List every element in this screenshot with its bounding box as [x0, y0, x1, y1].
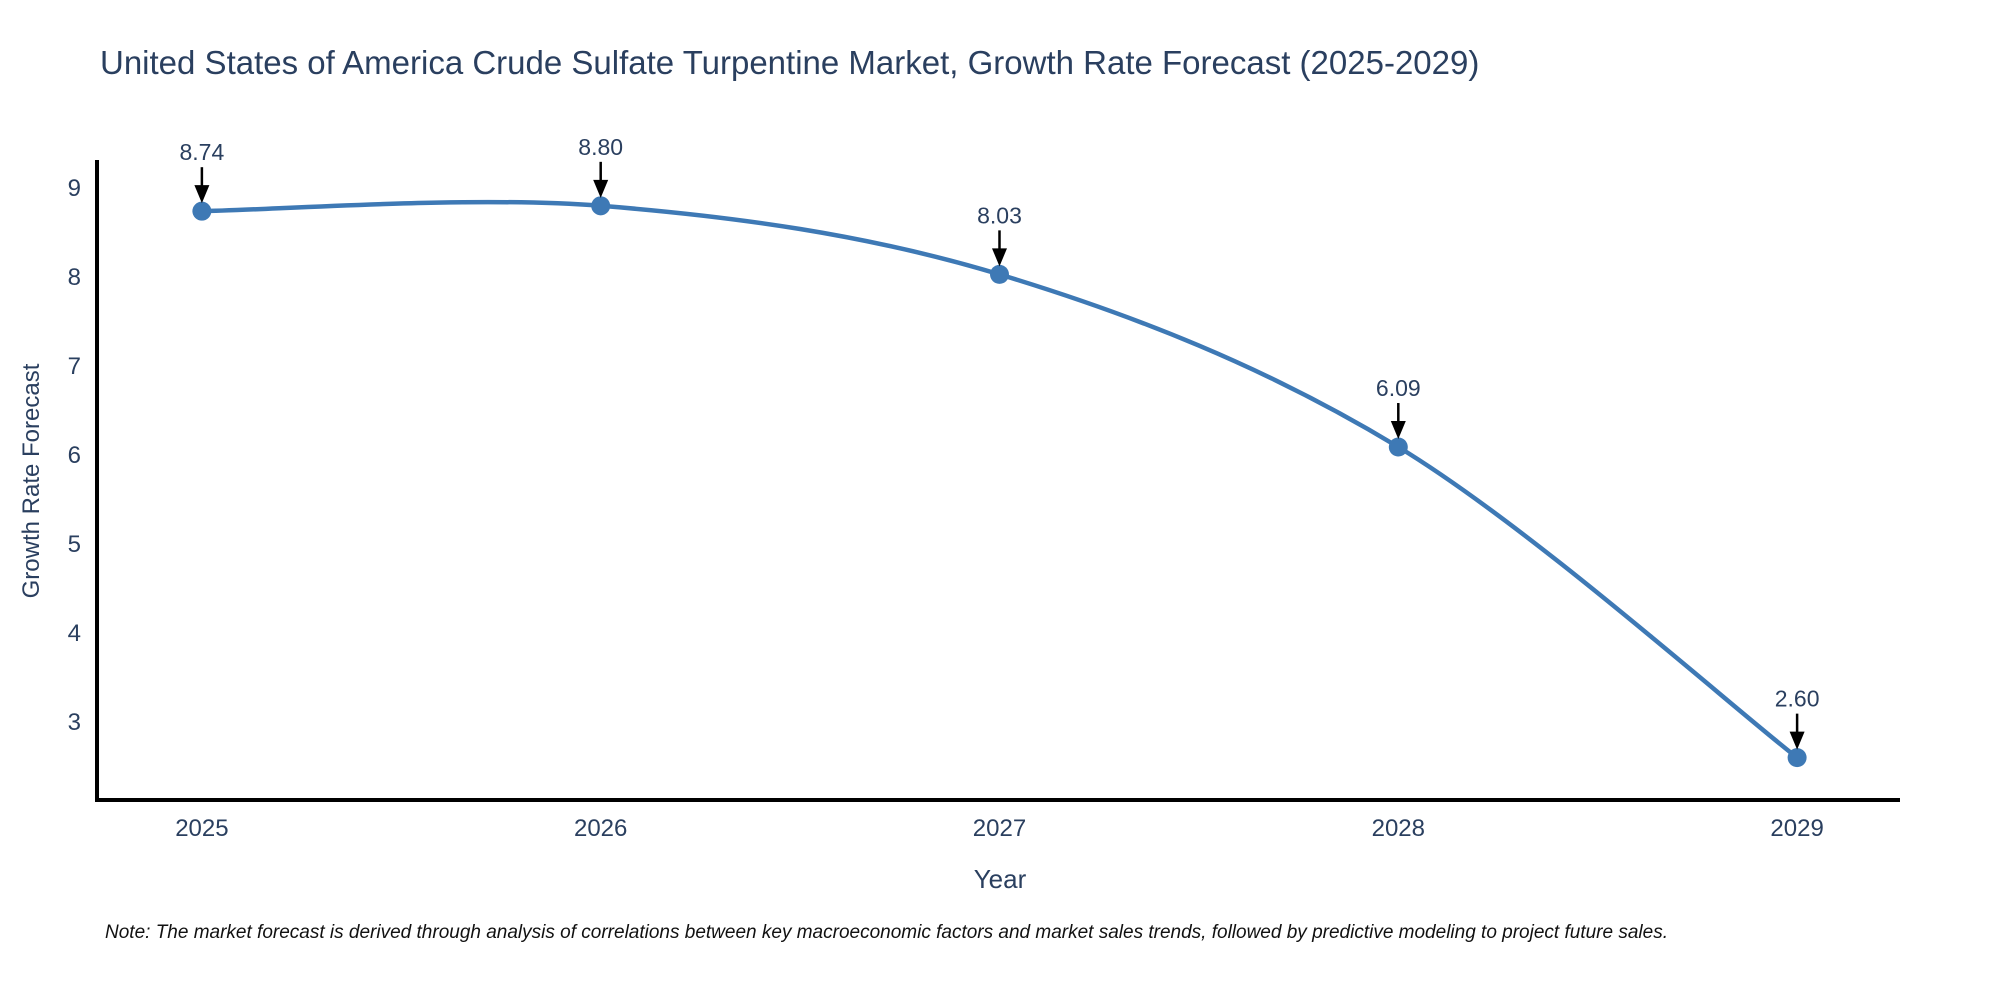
chart-note: Note: The market forecast is derived thr… — [105, 922, 1668, 943]
y-tick-label: 7 — [68, 353, 81, 380]
y-tick-label: 5 — [68, 531, 81, 558]
x-tick-label: 2026 — [574, 815, 627, 842]
annotation-arrowhead-icon — [1390, 421, 1406, 440]
x-axis-title: Year — [973, 864, 1027, 894]
annotation-arrowhead-icon — [991, 248, 1007, 267]
x-tick-label: 2025 — [175, 815, 228, 842]
data-point-label: 8.74 — [180, 139, 225, 165]
data-point-label: 6.09 — [1376, 375, 1421, 401]
data-point-label: 2.60 — [1775, 686, 1820, 712]
data-point-marker — [989, 264, 1009, 284]
data-point-label: 8.03 — [977, 202, 1022, 228]
annotation-arrowhead-icon — [593, 179, 609, 198]
forecast-line — [199, 199, 1800, 760]
x-tick-label: 2027 — [973, 815, 1026, 842]
x-tick-label: 2029 — [1770, 815, 1823, 842]
y-tick-label: 4 — [68, 620, 81, 647]
y-axis-title: Growth Rate Forecast — [18, 363, 45, 599]
y-tick-label: 3 — [68, 709, 81, 736]
annotation-arrowhead-icon — [1789, 731, 1805, 750]
data-point-label: 8.80 — [578, 134, 623, 160]
y-tick-label: 9 — [68, 175, 81, 202]
chart-title: United States of America Crude Sulfate T… — [100, 44, 1480, 81]
data-point-marker — [1787, 748, 1807, 768]
data-point-marker — [591, 196, 611, 216]
y-tick-label: 8 — [68, 264, 81, 291]
data-point-marker — [1388, 437, 1408, 457]
x-tick-label: 2028 — [1372, 815, 1425, 842]
y-tick-label: 6 — [68, 442, 81, 469]
annotation-arrowhead-icon — [194, 185, 210, 204]
data-point-marker — [192, 201, 212, 221]
